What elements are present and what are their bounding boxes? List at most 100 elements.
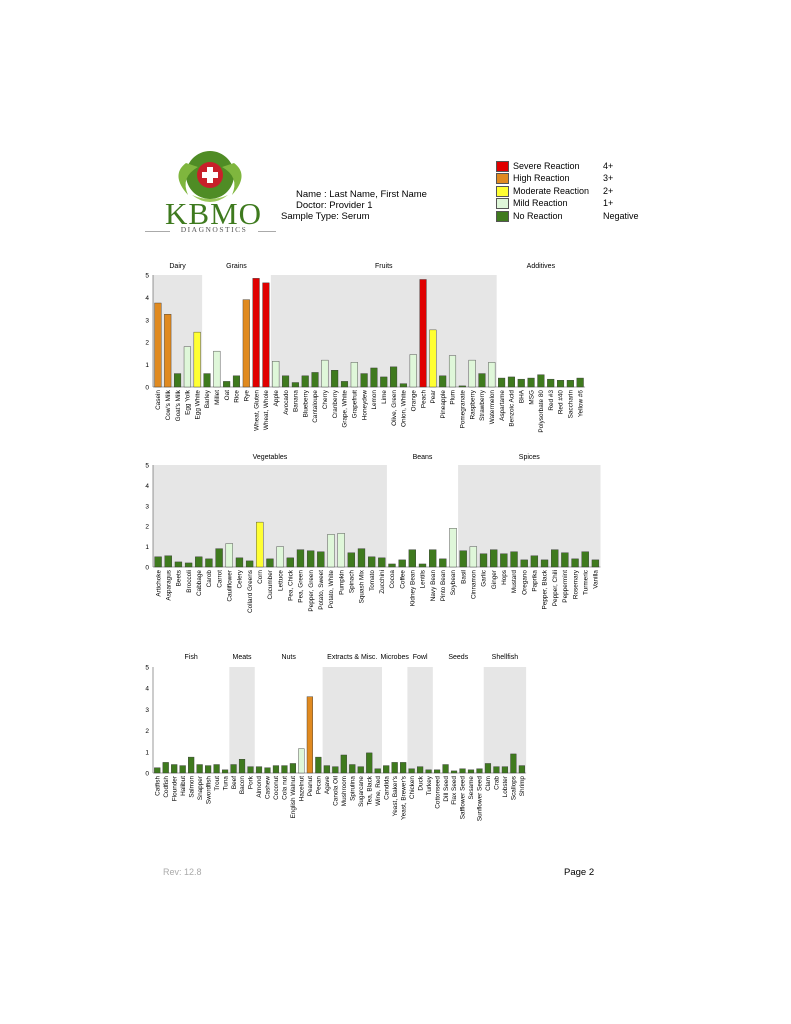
x-tick-label: Broccoli (186, 570, 193, 593)
bar (551, 549, 559, 568)
bar (418, 563, 427, 568)
y-tick-label: 2 (145, 524, 149, 531)
bar (306, 550, 315, 568)
x-tick-label: Coffee (399, 570, 406, 589)
bar (196, 764, 203, 774)
bar (530, 555, 539, 568)
x-tick-label: Tea, Black (366, 775, 373, 805)
x-tick-label: Chicken (409, 776, 416, 800)
bar (298, 748, 305, 774)
x-tick-label: Avocado (283, 390, 290, 415)
bar (498, 377, 506, 388)
bar (490, 549, 498, 568)
bar (332, 766, 339, 774)
x-tick-label: Crab (494, 776, 501, 790)
group-title: Seeds (448, 654, 468, 661)
y-tick-label: 2 (145, 728, 149, 735)
bar (488, 362, 496, 388)
x-tick-label: Swordfish (205, 776, 212, 805)
bar (450, 770, 458, 774)
y-tick-label: 3 (145, 707, 149, 714)
x-tick-label: Watermelon (489, 390, 496, 425)
bar (296, 549, 305, 568)
legend-label: High Reaction (513, 173, 570, 183)
bar (183, 346, 191, 388)
bar (276, 546, 284, 568)
bar (459, 550, 467, 568)
x-tick-label: BHA (518, 389, 525, 403)
bar (301, 375, 309, 388)
bar (327, 534, 335, 568)
bar (556, 380, 565, 388)
legend-label: Severe Reaction (513, 161, 580, 171)
x-tick-label: Pineapple (440, 390, 447, 419)
x-tick-label: Sugarcane (358, 776, 365, 807)
bar (321, 359, 329, 388)
brand-divider-right (258, 231, 276, 232)
group-band (270, 275, 497, 387)
x-tick-label: Plum (450, 390, 457, 405)
legend-swatch (496, 160, 509, 172)
x-tick-label: Rice (234, 390, 241, 403)
x-tick-label: Sunflower Seed (477, 776, 484, 822)
x-tick-label: Hops (501, 570, 508, 585)
bar (399, 383, 407, 388)
bar (518, 765, 525, 774)
bar (235, 557, 244, 568)
group-title: Nuts (281, 654, 296, 661)
x-tick-label: Dill Seed (443, 776, 450, 802)
x-tick-label: Millet (214, 390, 221, 405)
x-tick-label: Coconut (273, 776, 280, 800)
y-tick-label: 5 (145, 273, 149, 280)
bar (540, 559, 549, 568)
x-tick-label: Bacon (239, 776, 246, 795)
bar (291, 382, 299, 388)
x-tick-label: Flax Seed (451, 776, 458, 805)
group-title: Extracts & Misc. (327, 654, 377, 661)
x-tick-label: Rye (243, 390, 250, 402)
x-tick-label: Pea, Chick (287, 569, 294, 601)
legend-label: Mild Reaction (513, 198, 568, 208)
x-tick-label: Almond (256, 776, 263, 798)
x-tick-label: Pear (430, 389, 437, 403)
bar (408, 549, 416, 568)
bar (203, 373, 211, 388)
group-title: Meats (233, 654, 253, 661)
bar (433, 769, 441, 774)
x-tick-label: Casein (155, 390, 162, 410)
x-tick-label: Spinach (349, 570, 356, 594)
y-tick-label: 0 (145, 771, 149, 778)
x-tick-label: Pumpkin (338, 570, 345, 595)
x-tick-label: Cabbage (196, 570, 203, 596)
bar (337, 533, 345, 568)
bar (591, 559, 600, 568)
bar (347, 552, 355, 568)
bar (468, 359, 476, 388)
bar (195, 556, 203, 568)
x-tick-label: Pepper, Green (308, 570, 315, 612)
x-tick-label: Cinnamon (471, 570, 478, 600)
bar (317, 551, 325, 568)
x-tick-label: Cow's Milk (165, 389, 172, 420)
bar (357, 766, 364, 774)
bar (388, 563, 396, 568)
bar (439, 375, 447, 388)
x-tick-label: English Walnut (290, 776, 297, 819)
group-title: Vegetables (253, 454, 288, 461)
x-tick-label: Cashew (265, 776, 272, 799)
bar (289, 763, 297, 774)
bar (205, 558, 213, 568)
x-tick-label: Catfish (154, 776, 161, 796)
bar (398, 559, 406, 568)
x-tick-label: Yeast, Brewer's (400, 776, 407, 820)
bar (215, 548, 223, 568)
bar (459, 768, 466, 774)
x-tick-label: Clam (485, 776, 492, 791)
group-title: Beans (413, 454, 433, 461)
bar (154, 767, 161, 774)
bar (213, 764, 220, 774)
x-tick-label: Red #40 (558, 390, 565, 415)
bar (561, 552, 569, 568)
bar (429, 549, 437, 568)
bar (374, 768, 381, 774)
